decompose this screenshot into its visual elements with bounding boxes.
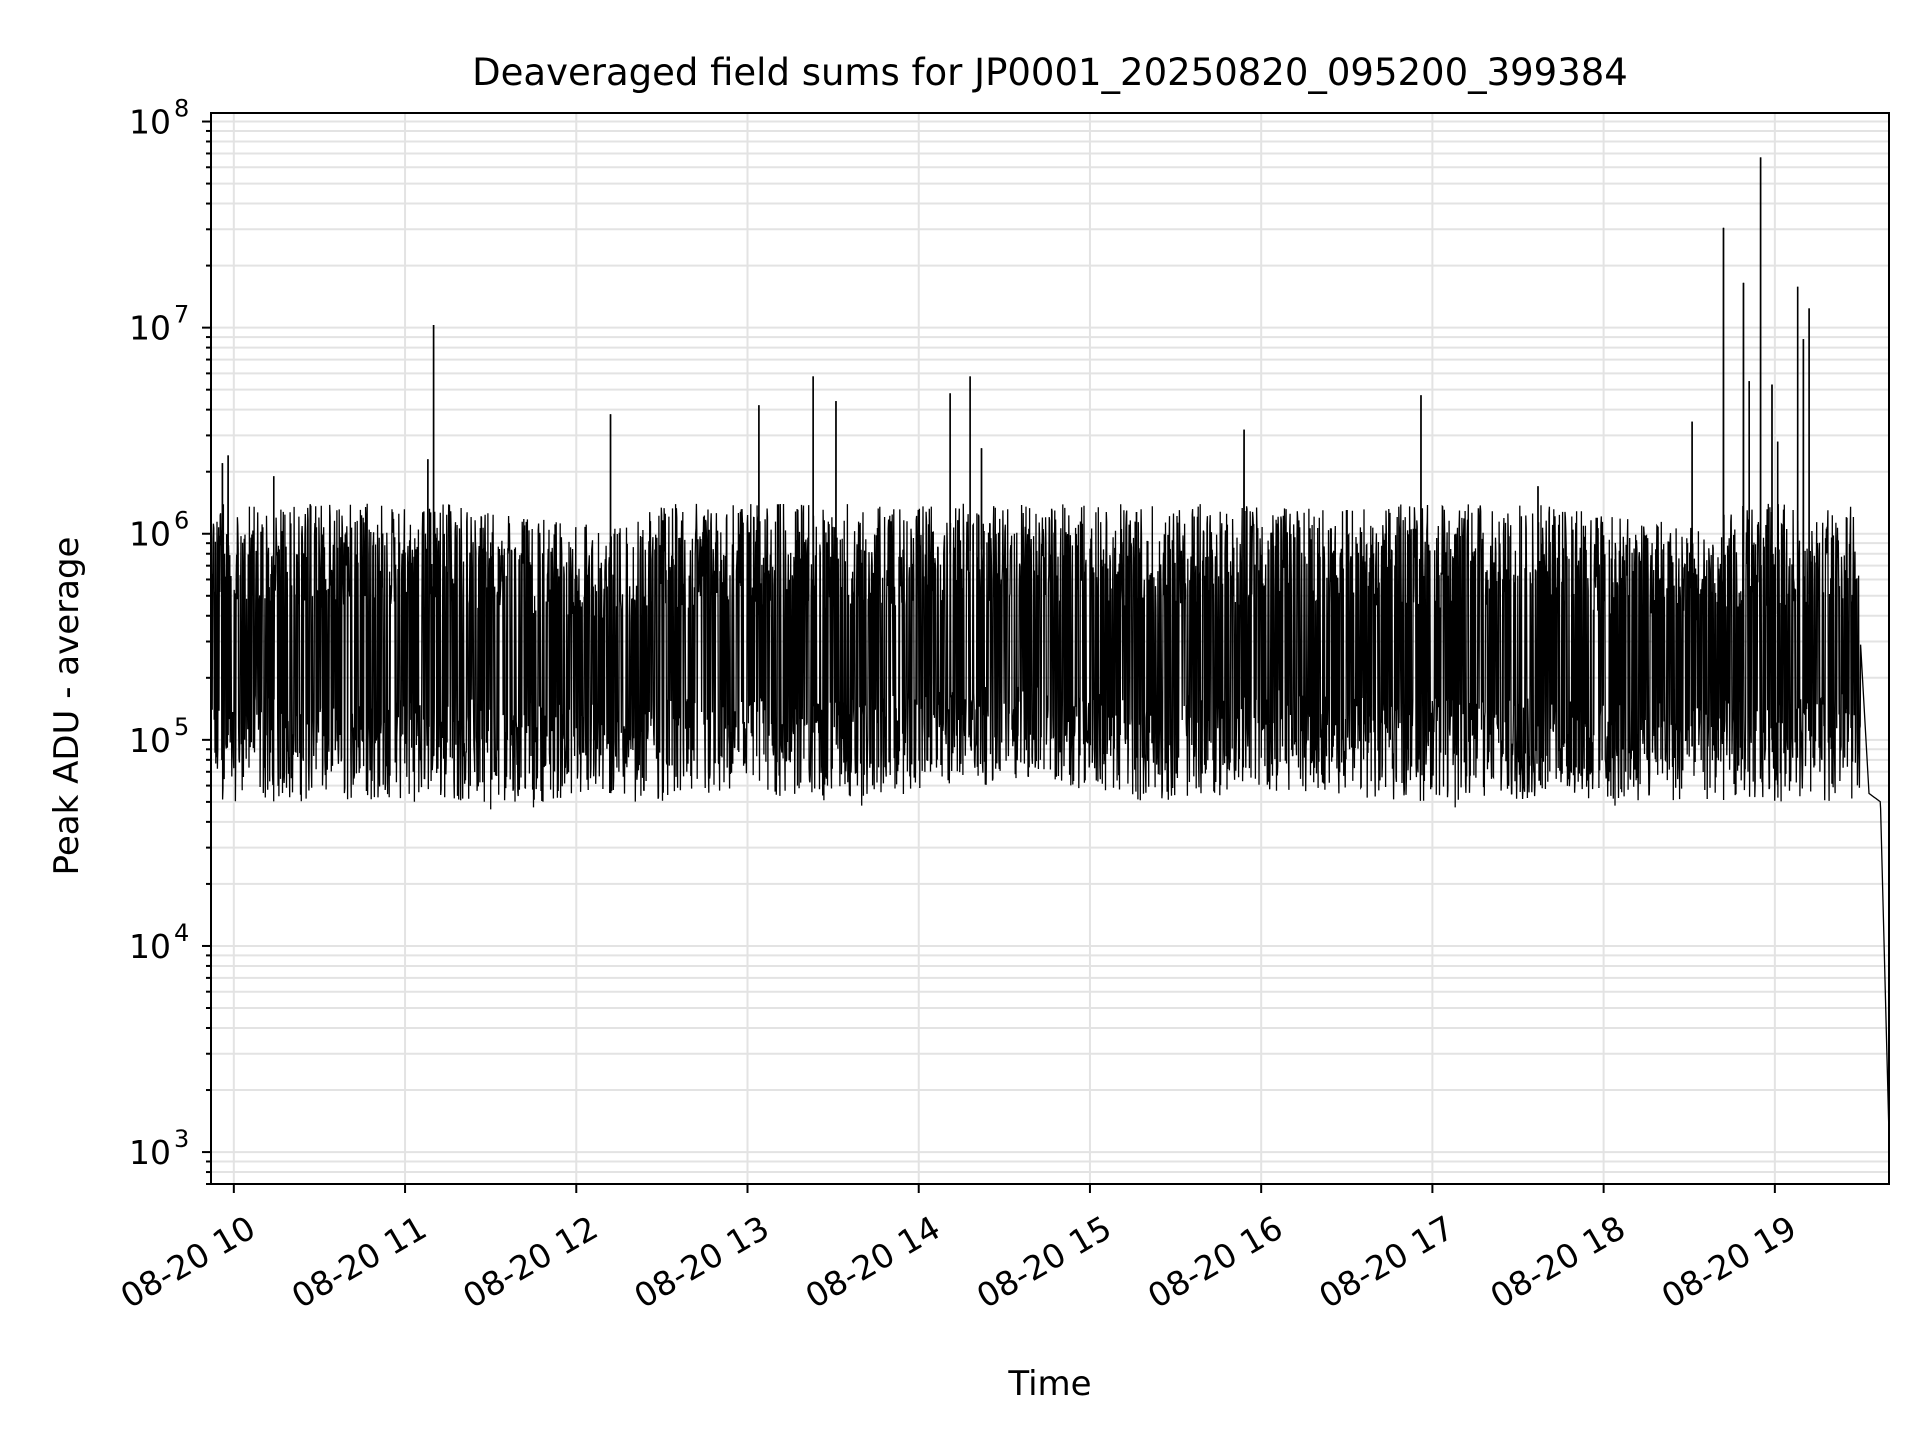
y-tick-label: 10 xyxy=(129,515,171,554)
y-tick-exponent: 7 xyxy=(174,301,189,329)
y-tick-label: 10 xyxy=(129,721,171,760)
y-tick-exponent: 4 xyxy=(174,919,189,947)
y-tick-label: 10 xyxy=(129,103,171,142)
series-group xyxy=(211,157,1889,1136)
y-tick-label: 10 xyxy=(129,1133,171,1172)
y-tick-exponent: 3 xyxy=(174,1125,189,1153)
x-axis-label: Time xyxy=(1007,1364,1091,1404)
y-tick-exponent: 6 xyxy=(174,507,189,535)
plot-frame xyxy=(210,112,1890,1185)
y-tick-label: 10 xyxy=(129,309,171,348)
y-axis-label: Peak ADU - average xyxy=(47,537,87,876)
y-tick-label: 10 xyxy=(129,927,171,966)
series-line xyxy=(211,157,1889,1136)
y-tick-exponent: 8 xyxy=(174,95,189,123)
chart-title: Deaveraged field sums for JP0001_2025082… xyxy=(472,51,1628,94)
y-tick-exponent: 5 xyxy=(174,713,189,741)
